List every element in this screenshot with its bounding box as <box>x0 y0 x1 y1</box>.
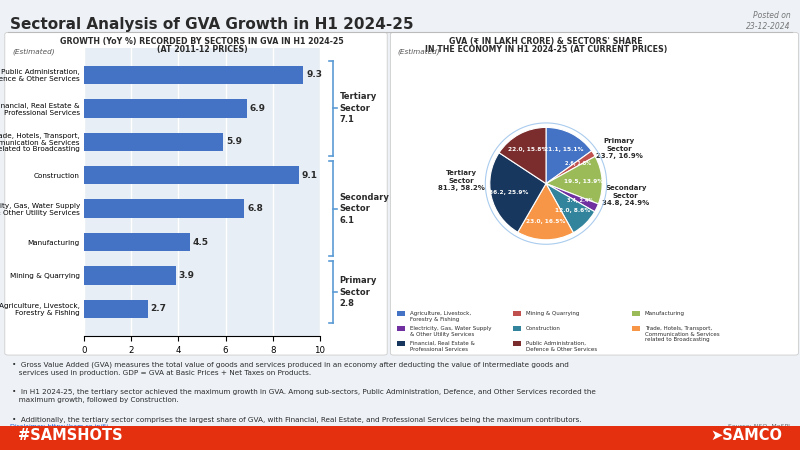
Text: Mining & Quarrying: Mining & Quarrying <box>526 311 579 316</box>
Text: 9.1: 9.1 <box>302 171 318 180</box>
Wedge shape <box>546 151 595 184</box>
Wedge shape <box>546 157 602 204</box>
Text: Trade, Hotels, Transport,
Communication & Services
related to Broadcasting: Trade, Hotels, Transport, Communication … <box>645 326 719 342</box>
Text: Source: NSO, MoSPI: Source: NSO, MoSPI <box>728 424 790 429</box>
Text: 2.6, 1.8%: 2.6, 1.8% <box>566 161 591 166</box>
Text: 6.8: 6.8 <box>247 204 263 213</box>
Text: IN THE ECONOMY IN H1 2024-25 (AT CURRENT PRICES): IN THE ECONOMY IN H1 2024-25 (AT CURRENT… <box>425 45 667 54</box>
Bar <box>84 66 303 84</box>
Bar <box>84 99 247 117</box>
Text: 19.5, 13.9%: 19.5, 13.9% <box>565 179 604 184</box>
Wedge shape <box>546 184 594 233</box>
Text: •  Gross Value Added (GVA) measures the total value of goods and services produc: • Gross Value Added (GVA) measures the t… <box>12 361 569 376</box>
Text: 22.0, 15.8%: 22.0, 15.8% <box>508 148 547 153</box>
Text: 6.9: 6.9 <box>250 104 266 113</box>
Bar <box>84 133 223 151</box>
Text: 23.0, 16.5%: 23.0, 16.5% <box>526 219 566 224</box>
Text: •  In H1 2024-25, the tertiary sector achieved the maximum growth in GVA. Among : • In H1 2024-25, the tertiary sector ach… <box>12 389 596 403</box>
Text: 12.0, 8.6%: 12.0, 8.6% <box>555 208 590 213</box>
Text: Manufacturing: Manufacturing <box>645 311 685 316</box>
Text: •  Additionally, the tertiary sector comprises the largest share of GVA, with Fi: • Additionally, the tertiary sector comp… <box>12 417 582 423</box>
Wedge shape <box>546 127 592 184</box>
Text: 36.2, 25.9%: 36.2, 25.9% <box>489 190 529 195</box>
Text: Tertiary
Sector
7.1: Tertiary Sector 7.1 <box>339 92 377 124</box>
Text: Financial, Real Estate &
Professional Services: Financial, Real Estate & Professional Se… <box>410 341 474 352</box>
Bar <box>84 233 190 251</box>
Text: Public Administration,
Defence & Other Services: Public Administration, Defence & Other S… <box>526 341 597 352</box>
Text: 3.9: 3.9 <box>179 271 195 280</box>
Text: 4.5: 4.5 <box>193 238 209 247</box>
Bar <box>84 266 176 285</box>
Text: 2.7: 2.7 <box>150 305 166 314</box>
Text: Electricity, Gas, Water Supply
& Other Utility Services: Electricity, Gas, Water Supply & Other U… <box>410 326 491 337</box>
Text: (Estimated): (Estimated) <box>12 49 54 55</box>
Bar <box>84 166 298 184</box>
Text: GROWTH (YoY %) RECORDED BY SECTORS IN GVA IN H1 2024-25: GROWTH (YoY %) RECORDED BY SECTORS IN GV… <box>60 37 344 46</box>
Wedge shape <box>546 184 598 212</box>
Text: Posted on
23-12-2024: Posted on 23-12-2024 <box>746 11 790 31</box>
Text: Primary
Sector
2.8: Primary Sector 2.8 <box>339 276 377 308</box>
Text: 5.9: 5.9 <box>226 137 242 146</box>
Bar <box>84 199 245 218</box>
Wedge shape <box>499 127 546 184</box>
Wedge shape <box>518 184 574 240</box>
Text: Agriculture, Livestock,
Forestry & Fishing: Agriculture, Livestock, Forestry & Fishi… <box>410 311 470 322</box>
Wedge shape <box>490 153 546 232</box>
Text: Secondary
Sector
34.8, 24.9%: Secondary Sector 34.8, 24.9% <box>602 185 650 207</box>
Bar <box>84 300 148 318</box>
Text: 9.3: 9.3 <box>306 70 322 79</box>
Text: Sectoral Analysis of GVA Growth in H1 2024-25: Sectoral Analysis of GVA Growth in H1 20… <box>10 17 414 32</box>
Text: Tertiary
Sector
81.3, 58.2%: Tertiary Sector 81.3, 58.2% <box>438 170 485 191</box>
Text: #SAMSHOTS: #SAMSHOTS <box>18 428 122 443</box>
Text: Disclaimer: https://sam.co.in/6j: Disclaimer: https://sam.co.in/6j <box>10 424 107 429</box>
Text: (Estimated): (Estimated) <box>398 49 440 55</box>
Text: ➤SAMCO: ➤SAMCO <box>710 428 782 443</box>
Text: (AT 2011-12 PRICES): (AT 2011-12 PRICES) <box>157 45 247 54</box>
Text: Construction: Construction <box>526 326 561 331</box>
Text: Secondary
Sector
6.1: Secondary Sector 6.1 <box>339 193 390 225</box>
Text: 3.4, 2.4%: 3.4, 2.4% <box>567 198 594 203</box>
Text: Primary
Sector
23.7, 16.9%: Primary Sector 23.7, 16.9% <box>596 138 642 159</box>
Text: GVA (₹ IN LAKH CRORE) & SECTORS' SHARE: GVA (₹ IN LAKH CRORE) & SECTORS' SHARE <box>449 37 643 46</box>
Text: 21.1, 15.1%: 21.1, 15.1% <box>544 147 583 152</box>
